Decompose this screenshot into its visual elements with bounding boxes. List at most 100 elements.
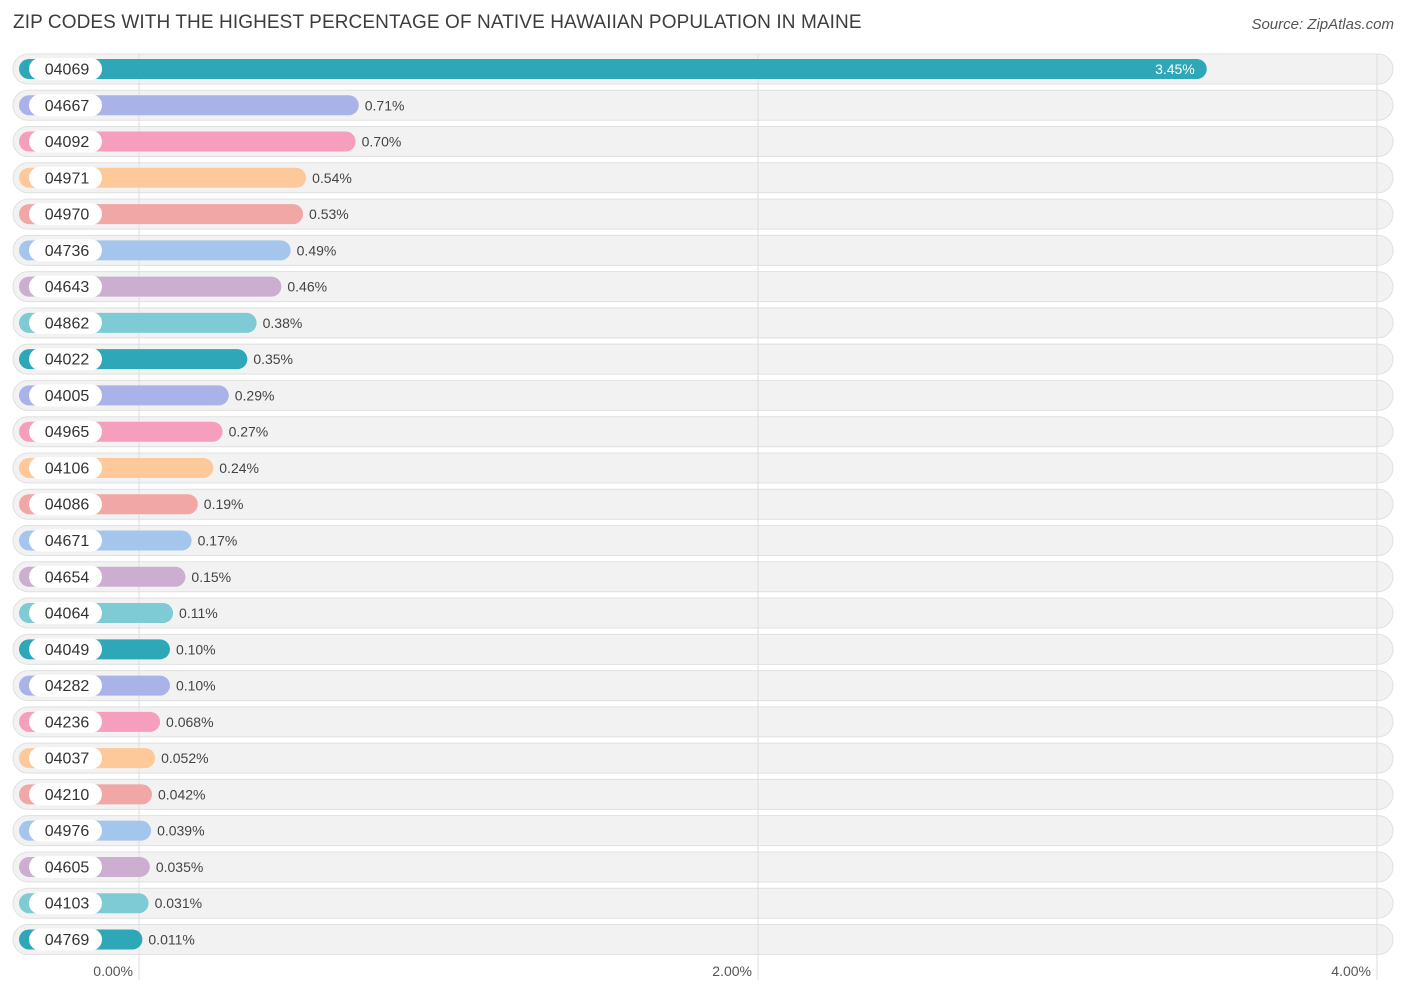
zip-label-pill <box>29 783 102 806</box>
zip-label-pill <box>29 493 102 516</box>
row-track <box>12 271 1394 303</box>
row-track <box>12 597 1394 629</box>
zip-label: 04282 <box>45 678 90 695</box>
zip-label: 04971 <box>45 170 90 187</box>
bar <box>19 59 1207 79</box>
zip-label-pill <box>29 855 102 878</box>
value-label: 0.052% <box>161 750 208 766</box>
zip-label-pill <box>29 819 102 842</box>
value-label: 0.15% <box>191 569 231 585</box>
value-label: 0.35% <box>253 351 293 367</box>
zip-label-pill <box>29 529 102 552</box>
row-track <box>12 198 1394 230</box>
zip-label-pill <box>29 94 102 117</box>
zip-label-pill <box>29 892 102 915</box>
zip-label-pill <box>29 565 102 588</box>
zip-label-pill <box>29 239 102 262</box>
row-track <box>12 778 1394 810</box>
zip-label: 04605 <box>45 859 90 876</box>
value-label: 0.10% <box>176 678 216 694</box>
zip-label-pill <box>29 602 102 625</box>
row-track <box>12 525 1394 557</box>
x-tick-label: 2.00% <box>712 963 752 979</box>
value-label: 0.039% <box>157 823 204 839</box>
value-label: 0.49% <box>297 242 337 258</box>
value-label: 0.19% <box>204 496 244 512</box>
zip-label-pill <box>29 456 102 479</box>
value-label: 0.46% <box>287 279 327 295</box>
value-label: 0.068% <box>166 714 213 730</box>
row-track <box>12 633 1394 665</box>
row-track <box>12 670 1394 702</box>
zip-label: 04022 <box>45 352 90 369</box>
zip-label: 04671 <box>45 533 90 550</box>
zip-label: 04106 <box>45 460 90 477</box>
value-label: 0.54% <box>312 170 352 186</box>
bar <box>19 131 356 152</box>
zip-label: 04667 <box>45 98 90 115</box>
zip-label-pill <box>29 710 102 733</box>
source-label: Source: ZipAtlas.com <box>1251 16 1394 33</box>
zip-label-pill <box>29 674 102 697</box>
zip-label: 04037 <box>45 751 90 768</box>
zip-label: 04862 <box>45 315 90 332</box>
zip-label: 04970 <box>45 207 90 224</box>
value-label: 0.031% <box>155 895 202 911</box>
zip-label: 04005 <box>45 388 90 405</box>
row-track <box>12 561 1394 593</box>
row-track <box>12 307 1394 339</box>
value-label: 0.011% <box>148 931 194 947</box>
value-label: 0.71% <box>365 97 405 113</box>
zip-label-pill <box>29 275 102 298</box>
row-track <box>12 887 1394 919</box>
value-label: 0.17% <box>198 533 238 549</box>
zip-label-pill <box>29 58 102 80</box>
row-track <box>12 126 1394 158</box>
value-label: 0.11% <box>179 605 218 621</box>
zip-label: 04643 <box>45 279 90 296</box>
row-track <box>12 923 1394 955</box>
zip-label: 04736 <box>45 243 90 260</box>
value-label: 0.035% <box>156 859 203 875</box>
row-track <box>12 706 1394 738</box>
zip-label-pill <box>29 384 102 407</box>
value-label: 0.24% <box>219 460 259 476</box>
value-label: 0.10% <box>176 641 216 657</box>
zip-label-pill <box>29 130 102 153</box>
zip-label: 04064 <box>45 606 90 623</box>
zip-label-pill <box>29 420 102 443</box>
zip-label: 04210 <box>45 787 90 804</box>
zip-label: 04069 <box>45 62 90 79</box>
row-track <box>12 234 1394 266</box>
row-track <box>12 742 1394 774</box>
row-track <box>12 89 1394 121</box>
row-track <box>12 343 1394 375</box>
zip-label-pill <box>29 747 102 770</box>
zip-label-pill <box>29 166 102 189</box>
x-tick-label: 0.00% <box>93 963 133 979</box>
chart-title: ZIP CODES WITH THE HIGHEST PERCENTAGE OF… <box>13 12 862 33</box>
zip-label: 04092 <box>45 134 90 151</box>
zip-label: 04086 <box>45 497 90 514</box>
zip-label: 04976 <box>45 823 90 840</box>
zip-label-pill <box>29 638 102 661</box>
row-track <box>12 379 1394 411</box>
value-label: 0.53% <box>309 206 349 222</box>
row-track <box>12 815 1394 847</box>
value-label: 3.45% <box>1155 61 1195 77</box>
zip-label-pill <box>29 348 102 371</box>
zip-label-pill <box>29 203 102 226</box>
row-track <box>12 162 1394 194</box>
zip-label: 04236 <box>45 714 90 731</box>
value-label: 0.38% <box>263 315 303 331</box>
x-tick-label: 4.00% <box>1331 963 1371 979</box>
row-track <box>12 452 1394 484</box>
zip-label-pill <box>29 928 102 951</box>
row-track <box>12 416 1394 448</box>
value-label: 0.70% <box>362 134 402 150</box>
value-label: 0.27% <box>229 424 269 440</box>
zip-label: 04654 <box>45 569 90 586</box>
row-track <box>12 488 1394 520</box>
row-track <box>12 851 1394 883</box>
